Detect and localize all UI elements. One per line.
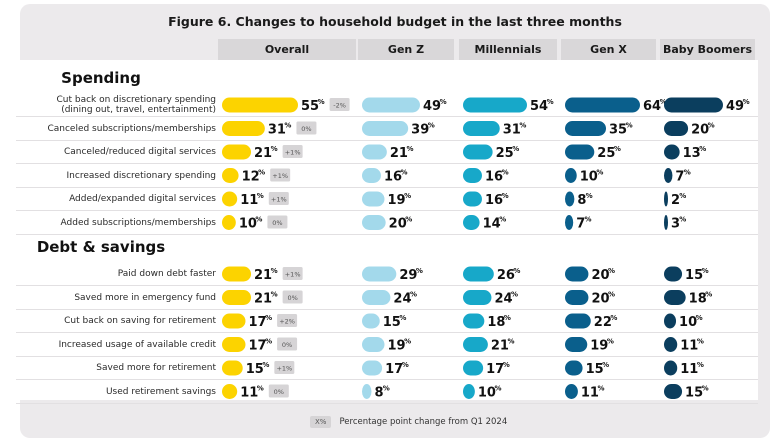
row-divider xyxy=(16,233,758,235)
column-header-baby-boomers: Baby Boomers xyxy=(660,39,755,60)
row-divider xyxy=(16,163,758,164)
column-header-millennials: Millennials xyxy=(459,39,557,60)
row-divider xyxy=(16,355,758,357)
row-label: Added subscriptions/memberships xyxy=(60,217,216,228)
row-divider xyxy=(16,210,758,211)
row-divider xyxy=(16,139,758,141)
figure-title: Figure 6. Changes to household budget in… xyxy=(168,14,622,29)
column-header-gen-z: Gen Z xyxy=(358,39,454,60)
row-label: Increased discretionary spending xyxy=(66,170,216,181)
row-label: Canceled subscriptions/memberships xyxy=(47,123,216,134)
row-label: Canceled/reduced digital services xyxy=(63,147,216,157)
row-divider xyxy=(16,186,758,188)
row-label: Cut back on discretionary spending (dinin… xyxy=(56,95,216,115)
row-label: Paid down debt faster xyxy=(117,269,216,279)
legend-text: Percentage point change from Q1 2024 xyxy=(339,417,508,427)
row-label: Cut back on saving for retirement xyxy=(64,316,216,326)
section-title: Debt & savings xyxy=(36,238,166,256)
row-label: Used retirement savings xyxy=(105,386,216,397)
row-divider xyxy=(16,308,758,310)
row-divider xyxy=(16,379,758,380)
column-header-overall: Overall xyxy=(218,39,356,60)
legend-chip: X% xyxy=(310,416,332,428)
section-title: Spending xyxy=(61,69,141,87)
row-divider xyxy=(16,116,758,117)
row-label: Saved more for retirement xyxy=(96,363,216,373)
legend: X% Percentage point change from Q1 2024 xyxy=(310,416,507,428)
row-label: Saved more in emergency fund xyxy=(74,292,216,303)
row-divider xyxy=(16,332,758,333)
row-divider xyxy=(16,402,758,404)
row-divider xyxy=(16,285,758,286)
row-label: Added/expanded digital services xyxy=(69,194,216,204)
row-label: Increased usage of available credit xyxy=(58,339,216,350)
column-header-gen-x: Gen X xyxy=(561,39,656,60)
